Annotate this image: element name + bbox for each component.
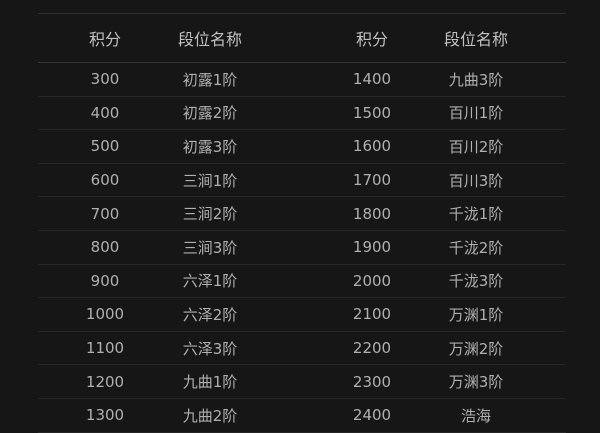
cell-rank-name: 九曲3阶 <box>448 70 504 89</box>
header-points: 积分 <box>88 30 121 49</box>
cell-points: 700 <box>90 204 120 223</box>
cell-points: 2300 <box>352 372 392 391</box>
cell-points: 900 <box>90 271 120 290</box>
cell-rank-name: 千泷2阶 <box>448 238 504 257</box>
cell-points: 1400 <box>352 70 392 89</box>
cell-rank-name: 初露2阶 <box>182 104 238 123</box>
cell-points: 800 <box>90 238 120 257</box>
cell-points: 1600 <box>352 137 392 156</box>
cell-rank-name: 初露3阶 <box>182 137 238 156</box>
cell-rank-name: 初露1阶 <box>182 70 238 89</box>
cell-rank-name: 万渊1阶 <box>448 305 504 324</box>
cell-rank-name: 六泽1阶 <box>182 272 238 291</box>
cell-rank-name: 六泽2阶 <box>182 305 238 324</box>
table-header: 积分 段位名称 积分 段位名称 <box>38 13 566 63</box>
table-row: 1100 六泽3阶 2200 万渊2阶 <box>38 332 566 366</box>
cell-points: 1200 <box>85 372 125 391</box>
cell-points: 2200 <box>352 339 392 358</box>
header-rank-name: 段位名称 <box>443 30 508 49</box>
cell-points: 300 <box>90 70 120 89</box>
header-points: 积分 <box>355 30 388 49</box>
cell-points: 1500 <box>352 103 392 122</box>
cell-points: 2100 <box>352 305 392 324</box>
table-row: 700 三涧2阶 1800 千泷1阶 <box>38 197 566 231</box>
cell-rank-name: 三涧1阶 <box>182 171 238 190</box>
cell-points: 500 <box>90 137 120 156</box>
cell-points: 600 <box>90 171 120 190</box>
cell-rank-name: 千泷1阶 <box>448 205 504 224</box>
cell-rank-name: 浩海 <box>460 406 491 425</box>
cell-points: 2400 <box>352 406 392 425</box>
cell-points: 1700 <box>352 171 392 190</box>
cell-rank-name: 九曲1阶 <box>182 373 238 392</box>
table-row: 400 初露2阶 1500 百川1阶 <box>38 97 566 131</box>
cell-rank-name: 百川2阶 <box>448 137 504 156</box>
header-rank-name: 段位名称 <box>177 30 242 49</box>
cell-rank-name: 三涧3阶 <box>182 238 238 257</box>
cell-points: 1300 <box>85 406 125 425</box>
rank-table: 积分 段位名称 积分 段位名称 300 初露1阶 1400 九曲3阶 400 初露2阶 1500 百… <box>38 13 566 433</box>
cell-points: 1000 <box>85 305 125 324</box>
cell-points: 1900 <box>352 238 392 257</box>
cell-rank-name: 六泽3阶 <box>182 339 238 358</box>
table-row: 1200 九曲1阶 2300 万渊3阶 <box>38 365 566 399</box>
table-row: 900 六泽1阶 2000 千泷3阶 <box>38 265 566 299</box>
table-row: 800 三涧3阶 1900 千泷2阶 <box>38 231 566 265</box>
cell-points: 400 <box>90 103 120 122</box>
cell-points: 2000 <box>352 271 392 290</box>
table-row: 300 初露1阶 1400 九曲3阶 <box>38 63 566 97</box>
cell-points: 1100 <box>85 339 125 358</box>
table-row: 600 三涧1阶 1700 百川3阶 <box>38 164 566 198</box>
cell-rank-name: 三涧2阶 <box>182 205 238 224</box>
cell-rank-name: 百川1阶 <box>448 104 504 123</box>
table-row: 1000 六泽2阶 2100 万渊1阶 <box>38 298 566 332</box>
table-row: 500 初露3阶 1600 百川2阶 <box>38 130 566 164</box>
cell-rank-name: 万渊3阶 <box>448 373 504 392</box>
cell-rank-name: 万渊2阶 <box>448 339 504 358</box>
cell-rank-name: 九曲2阶 <box>182 406 238 425</box>
cell-rank-name: 千泷3阶 <box>448 272 504 291</box>
cell-points: 1800 <box>352 204 392 223</box>
cell-rank-name: 百川3阶 <box>448 171 504 190</box>
table-row: 1300 九曲2阶 2400 浩海 <box>38 399 566 433</box>
